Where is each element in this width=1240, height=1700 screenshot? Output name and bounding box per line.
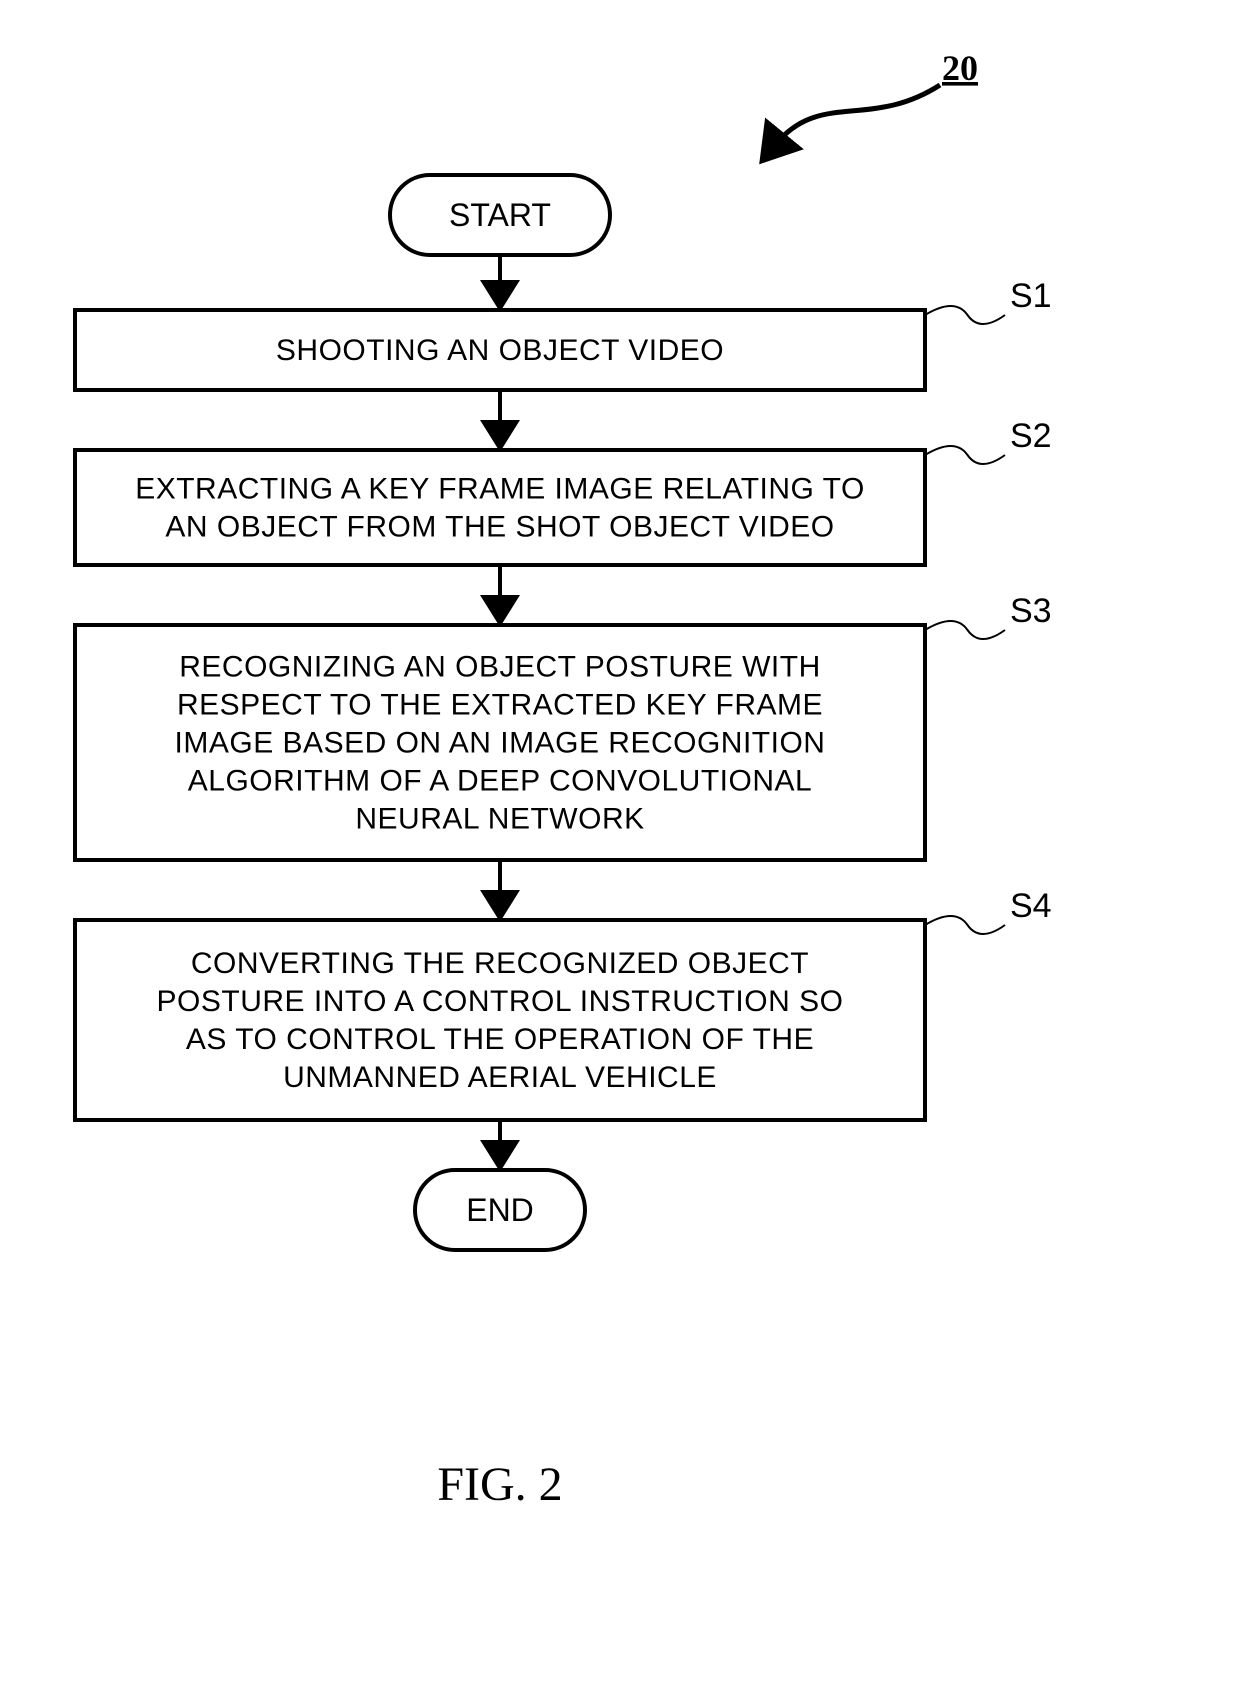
figure-number-leader — [775, 85, 940, 145]
svg-text:RECOGNIZING AN OBJECT POSTURE: RECOGNIZING AN OBJECT POSTURE WITH — [179, 651, 821, 684]
svg-text:AN OBJECT FROM THE SHOT OBJECT: AN OBJECT FROM THE SHOT OBJECT VIDEO — [165, 511, 834, 544]
svg-text:SHOOTING AN OBJECT VIDEO: SHOOTING AN OBJECT VIDEO — [276, 334, 724, 367]
svg-text:S1: S1 — [1010, 277, 1052, 315]
svg-text:S2: S2 — [1010, 417, 1052, 455]
svg-text:IMAGE BASED ON AN IMAGE RECOGN: IMAGE BASED ON AN IMAGE RECOGNITION — [175, 727, 826, 760]
svg-text:20: 20 — [942, 48, 978, 88]
step-box-s2 — [75, 450, 925, 565]
svg-text:START: START — [449, 197, 551, 233]
leader-s1 — [925, 306, 1005, 324]
leader-s4 — [925, 916, 1005, 934]
svg-text:S3: S3 — [1010, 592, 1052, 630]
svg-text:RESPECT TO THE EXTRACTED KEY F: RESPECT TO THE EXTRACTED KEY FRAME — [177, 689, 823, 722]
leader-s3 — [925, 621, 1005, 639]
svg-text:END: END — [466, 1192, 534, 1228]
svg-text:AS TO CONTROL THE OPERATION OF: AS TO CONTROL THE OPERATION OF THE — [186, 1023, 814, 1056]
svg-text:EXTRACTING A KEY FRAME IMAGE R: EXTRACTING A KEY FRAME IMAGE RELATING TO — [135, 473, 865, 506]
svg-text:FIG. 2: FIG. 2 — [437, 1458, 562, 1511]
flowchart: 20 START SHOOTING AN OBJECT VIDEO S1 EXTRACT… — [0, 0, 1240, 1700]
svg-text:UNMANNED AERIAL VEHICLE: UNMANNED AERIAL VEHICLE — [283, 1061, 717, 1094]
svg-text:S4: S4 — [1010, 887, 1052, 925]
svg-text:POSTURE INTO A CONTROL INSTRUC: POSTURE INTO A CONTROL INSTRUCTION SO — [157, 985, 844, 1018]
svg-text:CONVERTING THE RECOGNIZED OBJE: CONVERTING THE RECOGNIZED OBJECT — [191, 947, 809, 980]
leader-s2 — [925, 446, 1005, 464]
svg-text:ALGORITHM OF A DEEP CONVOLUTIO: ALGORITHM OF A DEEP CONVOLUTIONAL — [188, 765, 812, 798]
svg-text:NEURAL NETWORK: NEURAL NETWORK — [355, 803, 644, 836]
